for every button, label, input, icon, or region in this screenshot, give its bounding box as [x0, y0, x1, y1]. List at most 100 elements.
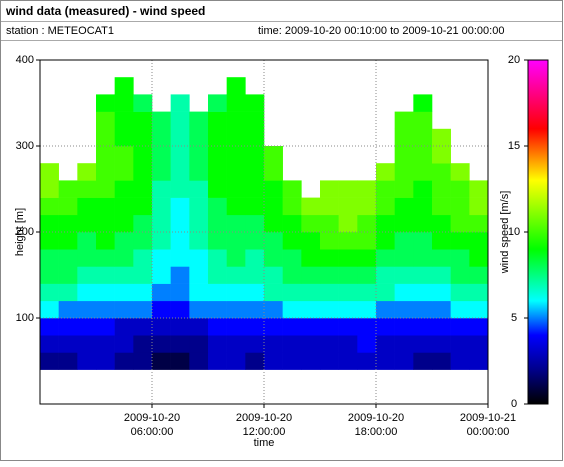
heatmap-cell: [58, 283, 78, 302]
heatmap-cell: [245, 111, 265, 130]
heatmap-cell: [40, 300, 59, 319]
heatmap-cell: [394, 163, 414, 181]
heatmap-cell: [245, 214, 265, 233]
heatmap-cell: [77, 283, 97, 302]
heatmap-cell: [301, 318, 321, 336]
heatmap-cell: [450, 163, 470, 181]
heatmap-cell: [152, 163, 171, 181]
heatmap-cell: [96, 335, 115, 353]
heatmap-cell: [114, 266, 134, 284]
heatmap-cell: [114, 146, 134, 164]
heatmap-cell: [357, 352, 377, 370]
heatmap-cell: [357, 232, 377, 250]
heatmap-cell: [170, 128, 190, 147]
heatmap-cell: [432, 283, 451, 302]
heatmap-cell: [282, 180, 302, 198]
heatmap-cell: [301, 352, 321, 370]
heatmap-cell: [338, 180, 358, 198]
heatmap-cell: [226, 180, 246, 198]
heatmap-cell: [152, 146, 171, 164]
heatmap-cell: [301, 300, 321, 319]
heatmap-cell: [469, 266, 489, 284]
heatmap-cell: [282, 283, 302, 302]
heatmap-cell: [40, 163, 59, 181]
heatmap-cell: [96, 146, 115, 164]
heatmap-cell: [133, 146, 153, 164]
heatmap-cell: [133, 128, 153, 147]
heatmap-cell: [96, 318, 115, 336]
heatmap-cell: [114, 249, 134, 267]
heatmap-cell: [320, 214, 339, 233]
heatmap-cell: [320, 197, 339, 216]
heatmap-cell: [245, 300, 265, 319]
heatmap-cell: [338, 214, 358, 233]
heatmap-cell: [432, 128, 451, 147]
heatmap-cell: [152, 335, 171, 353]
heatmap-cell: [58, 232, 78, 250]
heatmap-cell: [170, 111, 190, 130]
colorbar-tick-label: 20: [508, 54, 520, 66]
heatmap-cell: [114, 180, 134, 198]
heatmap-cell: [245, 335, 265, 353]
heatmap-cell: [170, 214, 190, 233]
heatmap-cell: [189, 197, 209, 216]
heatmap-cell: [58, 300, 78, 319]
heatmap-cell: [376, 266, 395, 284]
heatmap-cell: [450, 318, 470, 336]
heatmap-cell: [189, 318, 209, 336]
heatmap-cell: [170, 335, 190, 353]
heatmap-cell: [264, 146, 283, 164]
heatmap-cell: [245, 249, 265, 267]
heatmap-cell: [264, 352, 283, 370]
heatmap-cell: [226, 77, 246, 95]
heatmap-cell: [96, 214, 115, 233]
heatmap-cell: [226, 197, 246, 216]
heatmap-cell: [338, 232, 358, 250]
heatmap-cell: [320, 232, 339, 250]
heatmap-cell: [413, 232, 433, 250]
heatmap-cell: [96, 180, 115, 198]
heatmap-cell: [77, 335, 97, 353]
heatmap-cell: [152, 300, 171, 319]
heatmap-cell: [450, 300, 470, 319]
heatmap-cell: [413, 335, 433, 353]
heatmap-cell: [152, 111, 171, 130]
heatmap-cell: [58, 180, 78, 198]
x-tick-label: 00:00:00: [467, 426, 510, 438]
heatmap-cell: [40, 249, 59, 267]
heatmap-cell: [264, 283, 283, 302]
heatmap-cell: [338, 352, 358, 370]
heatmap-cell: [264, 300, 283, 319]
heatmap-cell: [376, 300, 395, 319]
heatmap-cell: [282, 197, 302, 216]
heatmap-cell: [189, 111, 209, 130]
heatmap-cell: [114, 111, 134, 130]
heatmap-cell: [413, 111, 433, 130]
heatmap-cell: [170, 352, 190, 370]
heatmap-cell: [133, 163, 153, 181]
heatmap-cell: [77, 266, 97, 284]
heatmap-cell: [394, 335, 414, 353]
heatmap-cell: [133, 266, 153, 284]
heatmap-cell: [282, 214, 302, 233]
heatmap-cell: [245, 352, 265, 370]
heatmap-cell: [152, 128, 171, 147]
heatmap-cell: [413, 300, 433, 319]
heatmap-cell: [320, 266, 339, 284]
heatmap-cell: [469, 318, 489, 336]
heatmap-cell: [320, 335, 339, 353]
heatmap-cell: [376, 283, 395, 302]
heatmap-cell: [133, 111, 153, 130]
heatmap-cell: [226, 111, 246, 130]
heatmap-cell: [413, 94, 433, 112]
heatmap-cell: [58, 249, 78, 267]
heatmap-cell: [152, 318, 171, 336]
heatmap-cell: [96, 266, 115, 284]
heatmap-cell: [226, 318, 246, 336]
heatmap-cell: [114, 128, 134, 147]
heatmap-cell: [432, 352, 451, 370]
heatmap-cell: [96, 111, 115, 130]
heatmap-cell: [432, 300, 451, 319]
heatmap-cell: [133, 232, 153, 250]
